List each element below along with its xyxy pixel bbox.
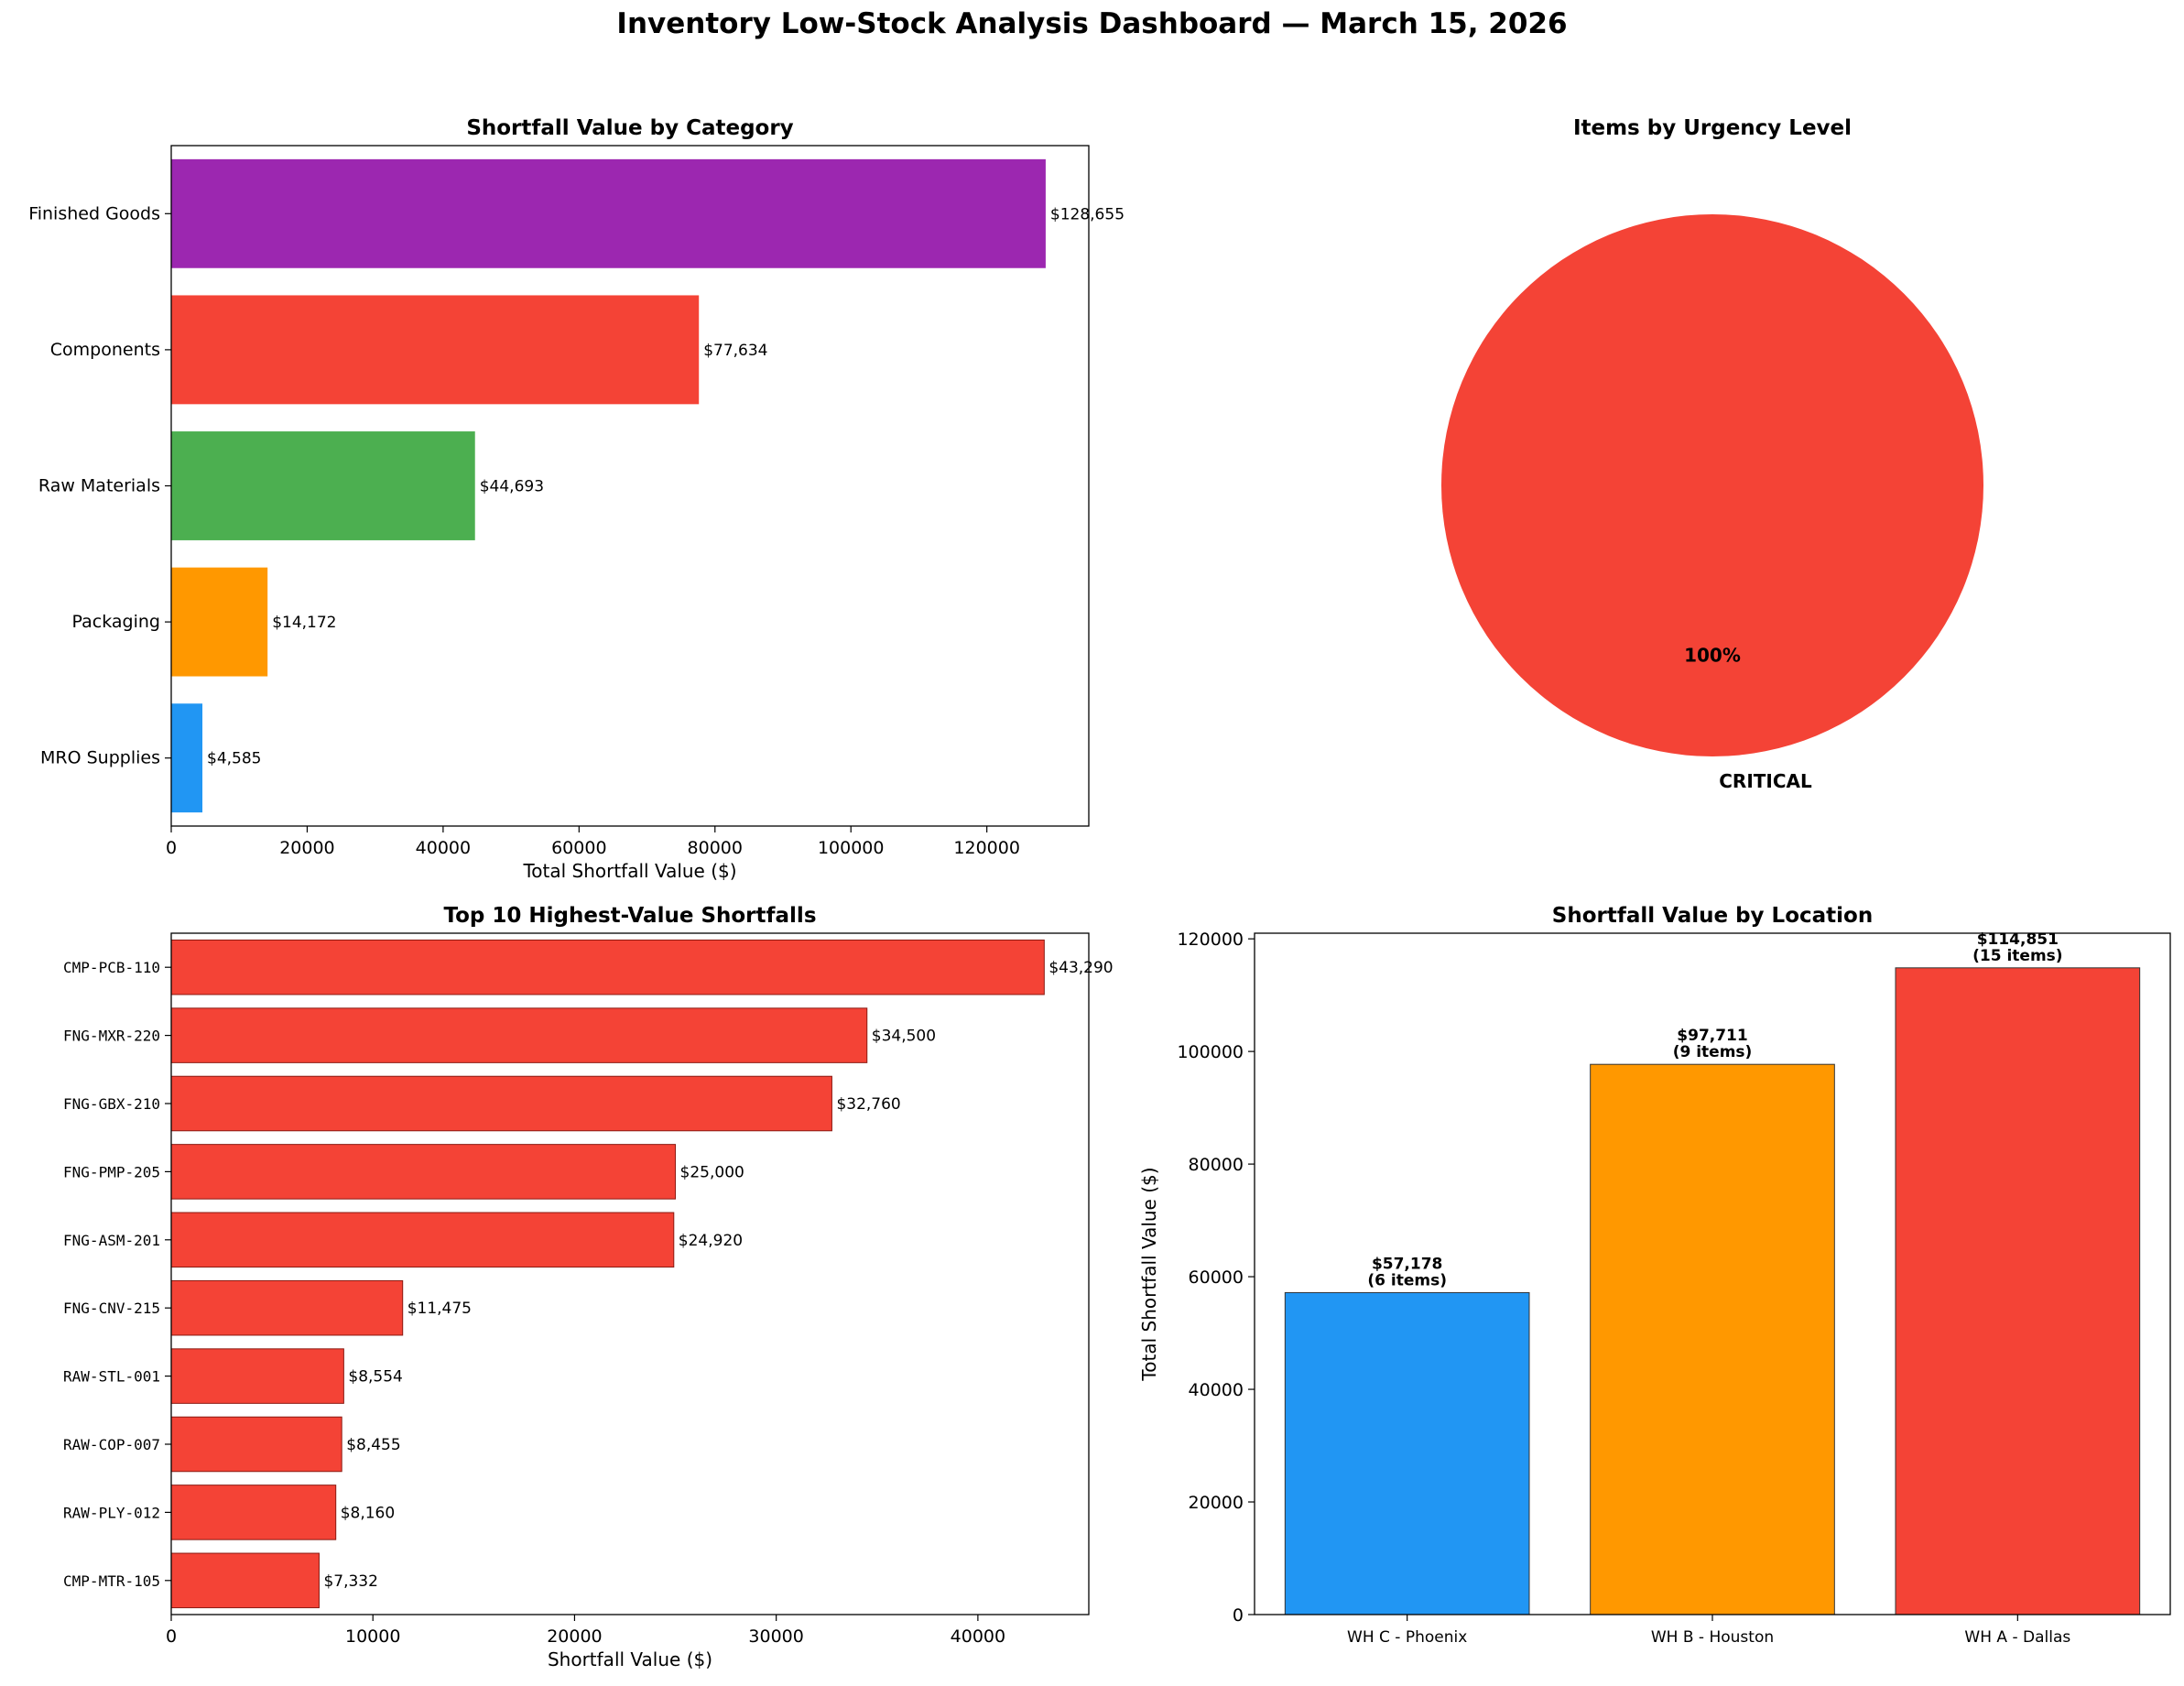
urgency-pie-category-label: CRITICAL	[1719, 770, 1812, 792]
top10-chart-frame	[170, 932, 1090, 1615]
category-chart-xtick-label: 120000	[953, 838, 1020, 858]
location-ytick-label: 60000	[1189, 1267, 1244, 1288]
top10-chart-bar	[170, 939, 1045, 995]
category-chart-xtick-label: 20000	[279, 838, 334, 858]
location-bar	[1284, 1291, 1530, 1615]
top10-chart-xtick-label: 0	[166, 1626, 177, 1647]
top10-chart-ytick-label: FNG-CNV-215	[63, 1300, 160, 1317]
location-ylabel: Total Shortfall Value ($)	[1138, 1167, 1160, 1381]
top10-chart-bar	[170, 1144, 677, 1200]
top10-chart-data-label: $8,455	[346, 1436, 400, 1454]
top10-chart-xtick-label: 10000	[345, 1626, 400, 1647]
urgency-pie-slice	[1441, 214, 1983, 756]
location-value-label: $97,711	[1677, 1027, 1747, 1045]
top10-chart-data-label: $8,554	[348, 1368, 402, 1387]
category-chart-bar	[171, 703, 203, 813]
top10-chart-bar	[170, 1416, 342, 1473]
category-chart-title: Shortfall Value by Category	[466, 116, 793, 140]
location-xtick-label: WH C - Phoenix	[1347, 1628, 1467, 1647]
top10-chart-panel: Top 10 Highest-Value Shortfalls $43,290 CM…	[63, 904, 1114, 1670]
category-chart-panel: Shortfall Value by Category $128,655 Finis…	[28, 116, 1125, 882]
location-ytick-label: 0	[1233, 1605, 1244, 1626]
category-chart-frame	[170, 145, 1090, 827]
top10-chart-xtick-label: 20000	[547, 1626, 602, 1647]
category-chart-xtick-label: 100000	[818, 838, 885, 858]
location-ytick-label: 40000	[1189, 1380, 1244, 1400]
top10-chart-data-label: $8,160	[341, 1504, 395, 1522]
category-chart-ytick-label: Packaging	[72, 612, 160, 632]
category-chart-bar	[171, 158, 1046, 268]
top10-chart-bar	[170, 1212, 675, 1268]
top10-chart-ytick-label: CMP-PCB-110	[63, 959, 160, 976]
location-chart-frame	[1254, 932, 2171, 1615]
top10-chart-bar	[170, 1007, 868, 1063]
category-chart-ytick-label: Components	[50, 340, 160, 360]
top10-chart-data-label: $7,332	[323, 1572, 377, 1591]
category-chart-bar	[171, 431, 475, 540]
category-chart-data-label: $14,172	[272, 614, 336, 632]
category-chart-xtick-label: 80000	[688, 838, 743, 858]
category-chart-ytick-label: Finished Goods	[28, 203, 160, 223]
dashboard-title: Inventory Low-Stock Analysis Dashboard —…	[616, 7, 1568, 40]
category-chart-data-label: $44,693	[480, 478, 544, 496]
category-chart-xtick-label: 40000	[416, 838, 471, 858]
category-chart-data-label: $4,585	[207, 750, 261, 768]
top10-chart-data-label: $34,500	[872, 1028, 936, 1046]
location-bar	[1590, 1063, 1835, 1615]
location-ytick-label: 100000	[1177, 1042, 1244, 1062]
category-chart-xlabel: Total Shortfall Value ($)	[522, 860, 736, 882]
category-chart-xtick-label: 0	[166, 838, 177, 858]
location-count-label: (15 items)	[1972, 947, 2062, 965]
top10-chart-bar	[170, 1279, 404, 1336]
urgency-pie-title: Items by Urgency Level	[1573, 116, 1852, 140]
top10-chart-bar	[170, 1552, 320, 1609]
location-chart-title: Shortfall Value by Location	[1552, 904, 1873, 928]
location-count-label: (9 items)	[1673, 1043, 1753, 1061]
urgency-pie-panel: Items by Urgency Level 100% CRITICAL	[1441, 116, 1983, 792]
location-bar	[1895, 967, 2141, 1615]
top10-chart-ytick-label: RAW-COP-007	[63, 1436, 160, 1453]
top10-chart-bar	[170, 1485, 337, 1540]
top10-chart-ytick-label: CMP-MTR-105	[63, 1572, 160, 1590]
top10-chart-ytick-label: FNG-GBX-210	[63, 1095, 160, 1113]
category-chart-ytick-label: MRO Supplies	[40, 748, 160, 768]
top10-chart-xtick-label: 40000	[951, 1626, 1005, 1647]
category-chart-xtick-label: 60000	[551, 838, 606, 858]
top10-chart-ytick-label: FNG-PMP-205	[63, 1163, 160, 1180]
location-count-label: (6 items)	[1367, 1271, 1447, 1289]
category-chart-data-label: $128,655	[1050, 205, 1125, 223]
category-chart-data-label: $77,634	[703, 342, 767, 360]
location-ytick-label: 120000	[1177, 930, 1244, 950]
top10-chart-bar	[170, 1348, 344, 1404]
top10-chart-xtick-label: 30000	[748, 1626, 803, 1647]
top10-chart-bar	[170, 1075, 832, 1132]
top10-chart-data-label: $32,760	[836, 1095, 900, 1114]
top10-chart-data-label: $11,475	[407, 1300, 472, 1318]
location-chart-panel: Shortfall Value by Location $57,178(6 ite…	[1138, 904, 2171, 1647]
location-xtick-label: WH B - Houston	[1651, 1628, 1774, 1647]
top10-chart-data-label: $43,290	[1049, 959, 1113, 977]
location-xtick-label: WH A - Dallas	[1964, 1628, 2070, 1647]
location-ytick-label: 20000	[1189, 1493, 1244, 1513]
top10-chart-ytick-label: FNG-ASM-201	[63, 1232, 160, 1249]
top10-chart-ytick-label: FNG-MXR-220	[63, 1028, 160, 1045]
top10-chart-data-label: $25,000	[680, 1163, 744, 1181]
category-chart-bar	[171, 295, 700, 405]
location-value-label: $114,851	[1977, 930, 2059, 949]
top10-chart-title: Top 10 Highest-Value Shortfalls	[443, 904, 816, 928]
category-chart-ytick-label: Raw Materials	[38, 476, 160, 496]
top10-chart-xlabel: Shortfall Value ($)	[548, 1648, 712, 1670]
location-value-label: $57,178	[1372, 1255, 1442, 1273]
top10-chart-data-label: $24,920	[679, 1232, 743, 1250]
location-ytick-label: 80000	[1189, 1155, 1244, 1175]
category-chart-bar	[171, 567, 268, 677]
urgency-pie-pct-label: 100%	[1684, 645, 1741, 667]
top10-chart-ytick-label: RAW-STL-001	[63, 1368, 160, 1386]
top10-chart-ytick-label: RAW-PLY-012	[63, 1504, 160, 1521]
